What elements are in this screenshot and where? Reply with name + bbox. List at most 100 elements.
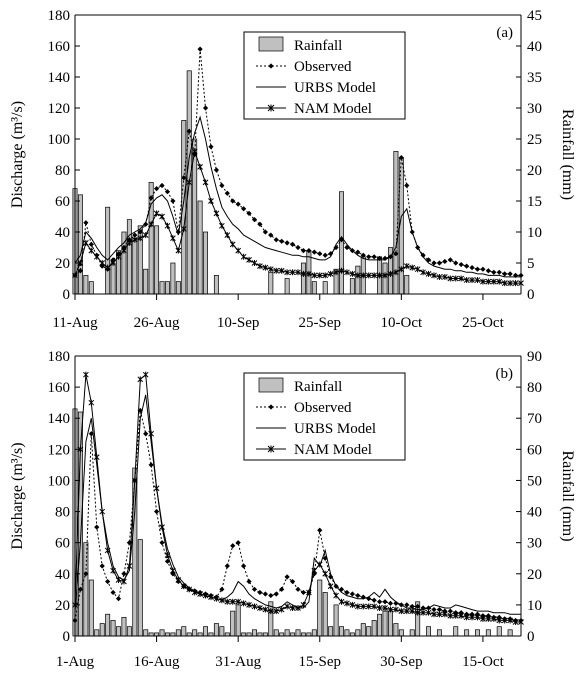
observed-point [442, 258, 448, 265]
observed-point [197, 589, 203, 596]
nam-model-point [490, 278, 497, 285]
nam-model-point [311, 272, 318, 279]
rainfall-bar [398, 629, 404, 637]
observed-point [181, 583, 187, 589]
rainfall-bar [311, 629, 317, 637]
observed-point [474, 266, 481, 272]
nam-model-point [148, 430, 154, 437]
nam-model-point [289, 269, 296, 276]
x-tick-label: 25-Sep [299, 315, 342, 331]
rainfall-bar [377, 613, 383, 637]
rainfall-bar [203, 231, 209, 295]
y-right-tick-label: 35 [527, 70, 542, 86]
observed-point [366, 596, 372, 602]
nam-model-point [219, 222, 225, 229]
nam-model-markers [72, 148, 524, 287]
x-tick-label: 15-Oct [462, 654, 504, 670]
observed-point [170, 198, 176, 204]
nam-model-point [387, 606, 394, 613]
nam-model-point [403, 263, 410, 270]
observed-point [235, 540, 241, 546]
y-right-tick-label: 45 [527, 8, 542, 24]
rainfall-bar [213, 275, 219, 295]
nam-model-point [153, 210, 160, 217]
observed-point [241, 206, 247, 212]
nam-model-point [316, 272, 323, 279]
y-tick-label: 100 [48, 473, 71, 489]
rainfall-bar [360, 623, 366, 637]
nam-model-point [88, 399, 95, 406]
observed-point [420, 605, 426, 611]
rainfall-bar [344, 629, 350, 637]
nam-model-point [300, 270, 307, 277]
observed-point [175, 229, 181, 235]
observed-point [230, 198, 236, 204]
rainfall-bar [295, 629, 301, 637]
observed-point [121, 244, 127, 251]
observed-point [311, 249, 317, 255]
observed-point [72, 272, 78, 278]
observed-point [349, 591, 355, 597]
rainfall-bars [72, 70, 410, 295]
observed-point [458, 261, 464, 268]
observed-point [355, 592, 361, 599]
observed-point [518, 272, 524, 278]
observed-point [257, 589, 263, 596]
nam-model-point [300, 601, 307, 608]
observed-point [202, 591, 209, 597]
nam-model-point [126, 563, 133, 569]
observed-point [360, 252, 366, 258]
rainfall-bar [273, 629, 279, 637]
observed-point [349, 248, 355, 254]
nam-model-point [354, 272, 361, 279]
nam-model-point [420, 269, 426, 276]
nam-model-point [88, 247, 95, 254]
nam-model-point [447, 275, 454, 282]
observed-point [170, 571, 176, 577]
observed-point [224, 190, 230, 196]
x-tick-label: 25-Oct [462, 315, 504, 331]
rainfall-bar [496, 626, 502, 637]
observed-point [213, 167, 220, 173]
nam-model-point [77, 446, 84, 453]
nam-model-point [251, 603, 258, 610]
y-tick-label: 0 [63, 287, 71, 303]
observed-point [153, 186, 160, 192]
y-right-tick-label: 40 [527, 505, 542, 521]
observed-point [344, 244, 350, 251]
observed-point [132, 232, 138, 238]
nam-model-point [316, 561, 323, 568]
observed-point [366, 254, 372, 260]
observed-point [219, 182, 225, 189]
legend-observed-marker [268, 404, 274, 410]
nam-model-point [436, 611, 443, 618]
nam-model-point [333, 592, 339, 599]
rainfall-bar [252, 629, 257, 637]
observed-point [491, 614, 497, 620]
observed-point [279, 586, 285, 592]
observed-point [132, 477, 138, 484]
nam-model-point [420, 609, 426, 616]
nam-model-point [262, 606, 269, 613]
rainfall-bar [121, 616, 127, 637]
observed-point [153, 508, 160, 515]
nam-model-point [235, 247, 242, 254]
rainfall-bar [175, 281, 181, 295]
nam-model-point [235, 598, 242, 605]
x-tick-label: 30-Sep [380, 654, 423, 670]
nam-model-point [344, 269, 350, 276]
y-right-tick-label: 20 [527, 163, 542, 179]
nam-model-point [137, 235, 144, 242]
nam-model-point [501, 280, 508, 287]
nam-model-point [393, 606, 399, 613]
observed-point [300, 248, 307, 254]
y-right-tick-label: 15 [527, 194, 542, 210]
rainfall-bar [83, 542, 89, 637]
rainfall-bar [126, 626, 132, 637]
observed-point [197, 46, 203, 52]
observed-point [344, 589, 350, 596]
nam-model-point [393, 269, 399, 276]
rainfall-bar [387, 610, 393, 637]
nam-model-point [257, 605, 263, 611]
nam-model-point [371, 603, 377, 610]
